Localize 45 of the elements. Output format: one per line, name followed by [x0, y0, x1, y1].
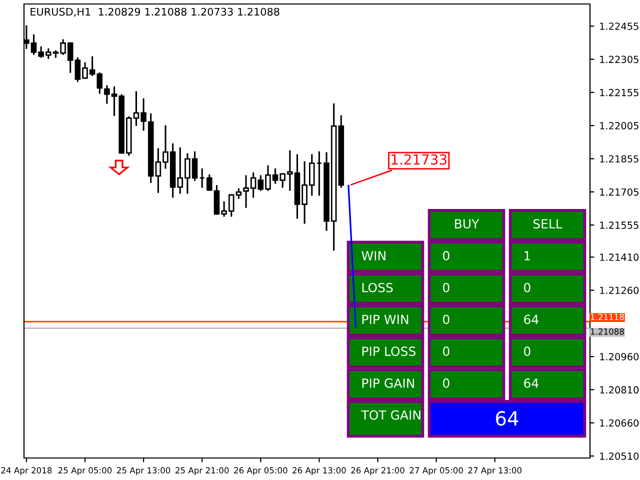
category-label: BUY: [455, 219, 480, 229]
text: 64: [496, 411, 518, 426]
y-tick-label: 1.21410: [600, 254, 639, 261]
category-label: PIP WIN: [362, 314, 408, 324]
y-tick-label: 1.20510: [600, 452, 639, 460]
category-label: PIP GAIN: [362, 378, 414, 388]
y-tick-label: 1.20810: [600, 386, 639, 394]
chart-title: EURUSD,H1 1.20829 1.21088 1.20733 1.21088: [30, 8, 280, 17]
x-tick-label: 24 Apr 2018: [1, 467, 52, 476]
y-tick-label: 1.20660: [600, 419, 639, 427]
ref-line-label: 1.21088: [590, 328, 624, 335]
y-tick-label: 1.21705: [600, 188, 638, 196]
category-label: LOSS: [362, 282, 393, 292]
x-tick-label: 26 Apr 05:00: [234, 467, 288, 476]
x-tick-label: 25 Apr 05:00: [58, 467, 112, 476]
y-tick-label: 1.21555: [600, 222, 638, 229]
text: 0: [443, 314, 450, 324]
category-label: SELL: [533, 219, 562, 229]
y-tick-label: 1.22155: [600, 88, 638, 96]
y-tick-label: 1.21260: [600, 286, 639, 294]
x-tick-label: 26 Apr 13:00: [292, 467, 346, 476]
annotation: 1.21733: [392, 154, 446, 165]
category-label: WIN: [362, 251, 386, 260]
y-tick-label: 1.21855: [600, 155, 638, 163]
text: 1: [524, 251, 530, 260]
y-tick-label: 1.22455: [600, 22, 638, 30]
x-tick-label: 26 Apr 21:00: [351, 467, 404, 476]
text: 0: [524, 346, 530, 356]
x-tick-label: 27 Apr 05:00: [410, 467, 463, 476]
text: 0: [443, 282, 450, 292]
x-tick-label: 27 Apr 13:00: [468, 467, 522, 476]
x-tick-label: 25 Apr 13:00: [116, 467, 170, 476]
y-tick-label: 1.22305: [600, 56, 638, 64]
category-label: TOT GAIN: [361, 410, 420, 420]
text: 0: [443, 378, 450, 388]
y-tick-label: 1.20960: [600, 353, 639, 360]
text: 0: [443, 346, 450, 356]
text: 0: [524, 282, 530, 292]
text: 64: [524, 314, 538, 324]
text: 0: [443, 250, 450, 260]
ref-line-label: 1.21118: [590, 314, 624, 320]
x-tick-label: 25 Apr 21:00: [176, 467, 229, 476]
category-label: PIP LOSS: [362, 346, 416, 356]
y-tick-label: 1.22005: [600, 122, 638, 130]
text: 64: [524, 378, 538, 388]
